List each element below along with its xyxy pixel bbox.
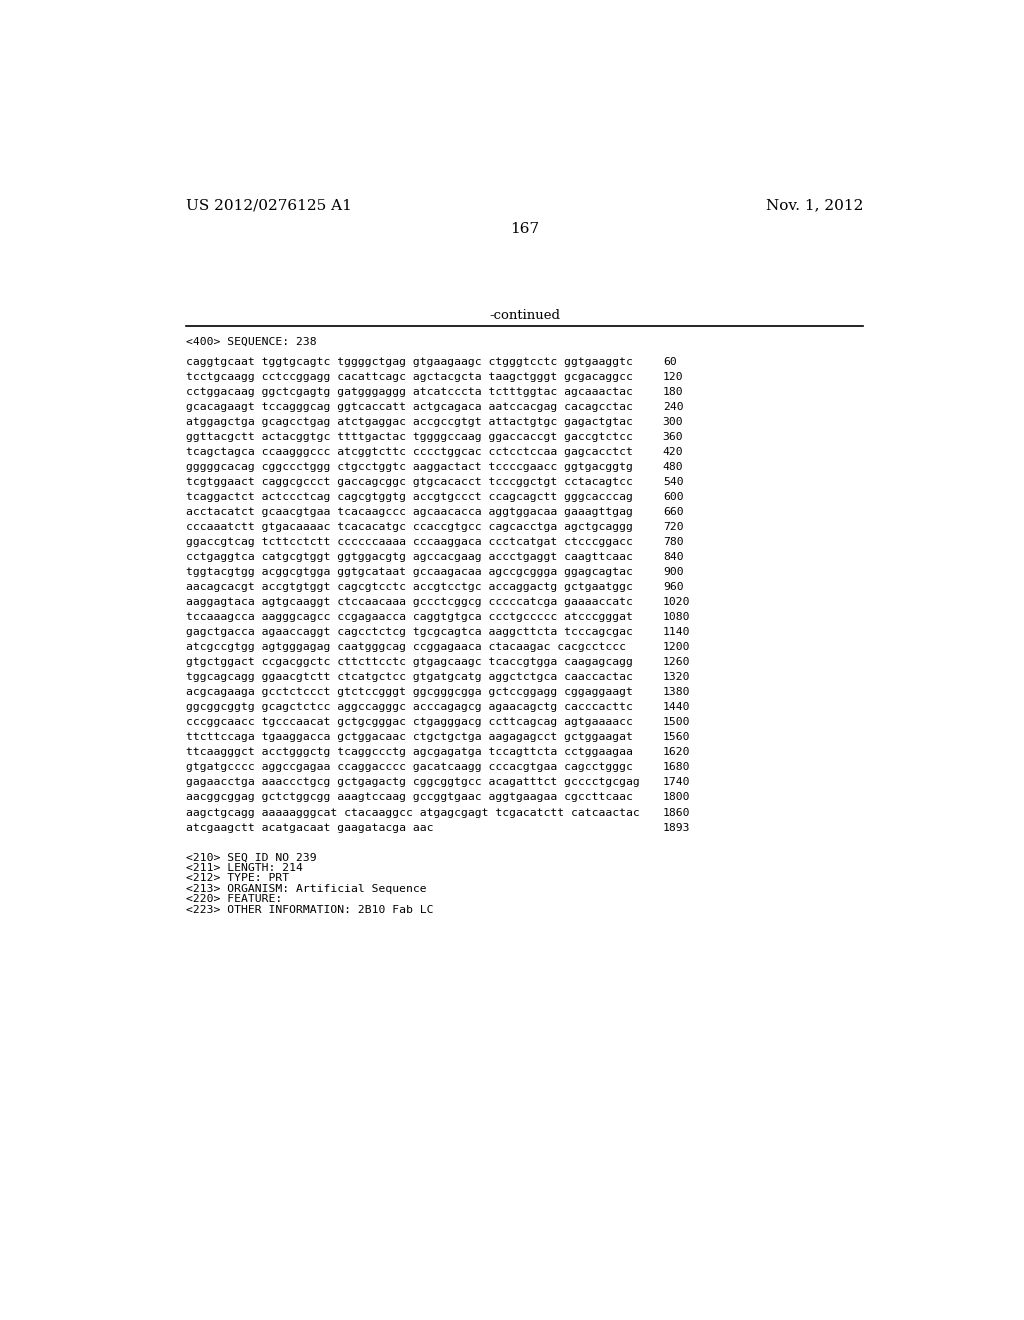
Text: 1020: 1020 <box>663 597 690 607</box>
Text: 480: 480 <box>663 462 683 473</box>
Text: 60: 60 <box>663 358 677 367</box>
Text: cccggcaacc tgcccaacat gctgcgggac ctgagggacg ccttcagcag agtgaaaacc: cccggcaacc tgcccaacat gctgcgggac ctgaggg… <box>186 718 633 727</box>
Text: ttcttccaga tgaaggacca gctggacaac ctgctgctga aagagagcct gctggaagat: ttcttccaga tgaaggacca gctggacaac ctgctgc… <box>186 733 633 742</box>
Text: 420: 420 <box>663 447 683 457</box>
Text: Nov. 1, 2012: Nov. 1, 2012 <box>766 198 863 213</box>
Text: tggcagcagg ggaacgtctt ctcatgctcc gtgatgcatg aggctctgca caaccactac: tggcagcagg ggaacgtctt ctcatgctcc gtgatgc… <box>186 672 633 682</box>
Text: atggagctga gcagcctgag atctgaggac accgccgtgt attactgtgc gagactgtac: atggagctga gcagcctgag atctgaggac accgccg… <box>186 417 633 428</box>
Text: 780: 780 <box>663 537 683 548</box>
Text: 1860: 1860 <box>663 808 690 817</box>
Text: cctggacaag ggctcgagtg gatgggaggg atcatcccta tctttggtac agcaaactac: cctggacaag ggctcgagtg gatgggaggg atcatcc… <box>186 387 633 397</box>
Text: <223> OTHER INFORMATION: 2B10 Fab LC: <223> OTHER INFORMATION: 2B10 Fab LC <box>186 904 433 915</box>
Text: 1080: 1080 <box>663 612 690 622</box>
Text: ggcggcggtg gcagctctcc aggccagggc acccagagcg agaacagctg cacccacttc: ggcggcggtg gcagctctcc aggccagggc acccaga… <box>186 702 633 713</box>
Text: tcctgcaagg cctccggagg cacattcagc agctacgcta taagctgggt gcgacaggcc: tcctgcaagg cctccggagg cacattcagc agctacg… <box>186 372 633 381</box>
Text: aacagcacgt accgtgtggt cagcgtcctc accgtcctgc accaggactg gctgaatggc: aacagcacgt accgtgtggt cagcgtcctc accgtcc… <box>186 582 633 593</box>
Text: 1320: 1320 <box>663 672 690 682</box>
Text: US 2012/0276125 A1: US 2012/0276125 A1 <box>186 198 352 213</box>
Text: 360: 360 <box>663 432 683 442</box>
Text: ggttacgctt actacggtgc ttttgactac tggggccaag ggaccaccgt gaccgtctcc: ggttacgctt actacggtgc ttttgactac tggggcc… <box>186 432 633 442</box>
Text: 840: 840 <box>663 552 683 562</box>
Text: <212> TYPE: PRT: <212> TYPE: PRT <box>186 874 289 883</box>
Text: cccaaatctt gtgacaaaac tcacacatgc ccaccgtgcc cagcacctga agctgcaggg: cccaaatctt gtgacaaaac tcacacatgc ccaccgt… <box>186 523 633 532</box>
Text: 1140: 1140 <box>663 627 690 638</box>
Text: tggtacgtgg acggcgtgga ggtgcataat gccaagacaa agccgcggga ggagcagtac: tggtacgtgg acggcgtgga ggtgcataat gccaaga… <box>186 568 633 577</box>
Text: 1380: 1380 <box>663 688 690 697</box>
Text: <213> ORGANISM: Artificial Sequence: <213> ORGANISM: Artificial Sequence <box>186 884 427 894</box>
Text: 960: 960 <box>663 582 683 593</box>
Text: 1440: 1440 <box>663 702 690 713</box>
Text: <400> SEQUENCE: 238: <400> SEQUENCE: 238 <box>186 337 316 347</box>
Text: 720: 720 <box>663 523 683 532</box>
Text: ttcaagggct acctgggctg tcaggccctg agcgagatga tccagttcta cctggaagaa: ttcaagggct acctgggctg tcaggccctg agcgaga… <box>186 747 633 758</box>
Text: tcagctagca ccaagggccc atcggtcttc cccctggcac cctcctccaa gagcacctct: tcagctagca ccaagggccc atcggtcttc cccctgg… <box>186 447 633 457</box>
Text: aacggcggag gctctggcgg aaagtccaag gccggtgaac aggtgaagaa cgccttcaac: aacggcggag gctctggcgg aaagtccaag gccggtg… <box>186 792 633 803</box>
Text: gagctgacca agaaccaggt cagcctctcg tgcgcagtca aaggcttcta tcccagcgac: gagctgacca agaaccaggt cagcctctcg tgcgcag… <box>186 627 633 638</box>
Text: 1200: 1200 <box>663 643 690 652</box>
Text: 600: 600 <box>663 492 683 502</box>
Text: 1260: 1260 <box>663 657 690 668</box>
Text: -continued: -continued <box>489 309 560 322</box>
Text: 1893: 1893 <box>663 822 690 833</box>
Text: ggaccgtcag tcttcctctt ccccccaaaa cccaaggaca ccctcatgat ctcccggacc: ggaccgtcag tcttcctctt ccccccaaaa cccaagg… <box>186 537 633 548</box>
Text: tccaaagcca aagggcagcc ccgagaacca caggtgtgca ccctgccccc atcccgggat: tccaaagcca aagggcagcc ccgagaacca caggtgt… <box>186 612 633 622</box>
Text: 660: 660 <box>663 507 683 517</box>
Text: tcaggactct actccctcag cagcgtggtg accgtgccct ccagcagctt gggcacccag: tcaggactct actccctcag cagcgtggtg accgtgc… <box>186 492 633 502</box>
Text: caggtgcaat tggtgcagtc tggggctgag gtgaagaagc ctgggtcctc ggtgaaggtc: caggtgcaat tggtgcagtc tggggctgag gtgaaga… <box>186 358 633 367</box>
Text: 240: 240 <box>663 403 683 412</box>
Text: aaggagtaca agtgcaaggt ctccaacaaa gccctcggcg cccccatcga gaaaaccatc: aaggagtaca agtgcaaggt ctccaacaaa gccctcg… <box>186 597 633 607</box>
Text: 1560: 1560 <box>663 733 690 742</box>
Text: <211> LENGTH: 214: <211> LENGTH: 214 <box>186 863 303 873</box>
Text: 900: 900 <box>663 568 683 577</box>
Text: 300: 300 <box>663 417 683 428</box>
Text: 1620: 1620 <box>663 747 690 758</box>
Text: acgcagaaga gcctctccct gtctccgggt ggcgggcgga gctccggagg cggaggaagt: acgcagaaga gcctctccct gtctccgggt ggcgggc… <box>186 688 633 697</box>
Text: aagctgcagg aaaaagggcat ctacaaggcc atgagcgagt tcgacatctt catcaactac: aagctgcagg aaaaagggcat ctacaaggcc atgagc… <box>186 808 640 817</box>
Text: atcgaagctt acatgacaat gaagatacga aac: atcgaagctt acatgacaat gaagatacga aac <box>186 822 433 833</box>
Text: 120: 120 <box>663 372 683 381</box>
Text: cctgaggtca catgcgtggt ggtggacgtg agccacgaag accctgaggt caagttcaac: cctgaggtca catgcgtggt ggtggacgtg agccacg… <box>186 552 633 562</box>
Text: 1800: 1800 <box>663 792 690 803</box>
Text: <220> FEATURE:: <220> FEATURE: <box>186 894 283 904</box>
Text: gtgctggact ccgacggctc cttcttcctc gtgagcaagc tcaccgtgga caagagcagg: gtgctggact ccgacggctc cttcttcctc gtgagca… <box>186 657 633 668</box>
Text: 540: 540 <box>663 478 683 487</box>
Text: 1740: 1740 <box>663 777 690 788</box>
Text: 167: 167 <box>510 222 540 235</box>
Text: atcgccgtgg agtgggagag caatgggcag ccggagaaca ctacaagac cacgcctccc: atcgccgtgg agtgggagag caatgggcag ccggaga… <box>186 643 626 652</box>
Text: tcgtggaact caggcgccct gaccagcggc gtgcacacct tcccggctgt cctacagtcc: tcgtggaact caggcgccct gaccagcggc gtgcaca… <box>186 478 633 487</box>
Text: gagaacctga aaaccctgcg gctgagactg cggcggtgcc acagatttct gcccctgcgag: gagaacctga aaaccctgcg gctgagactg cggcggt… <box>186 777 640 788</box>
Text: acctacatct gcaacgtgaa tcacaagccc agcaacacca aggtggacaa gaaagttgag: acctacatct gcaacgtgaa tcacaagccc agcaaca… <box>186 507 633 517</box>
Text: 180: 180 <box>663 387 683 397</box>
Text: gggggcacag cggccctggg ctgcctggtc aaggactact tccccgaacc ggtgacggtg: gggggcacag cggccctggg ctgcctggtc aaggact… <box>186 462 633 473</box>
Text: gtgatgcccc aggccgagaa ccaggacccc gacatcaagg cccacgtgaa cagcctgggc: gtgatgcccc aggccgagaa ccaggacccc gacatca… <box>186 763 633 772</box>
Text: gcacagaagt tccagggcag ggtcaccatt actgcagaca aatccacgag cacagcctac: gcacagaagt tccagggcag ggtcaccatt actgcag… <box>186 403 633 412</box>
Text: 1680: 1680 <box>663 763 690 772</box>
Text: 1500: 1500 <box>663 718 690 727</box>
Text: <210> SEQ ID NO 239: <210> SEQ ID NO 239 <box>186 853 316 862</box>
